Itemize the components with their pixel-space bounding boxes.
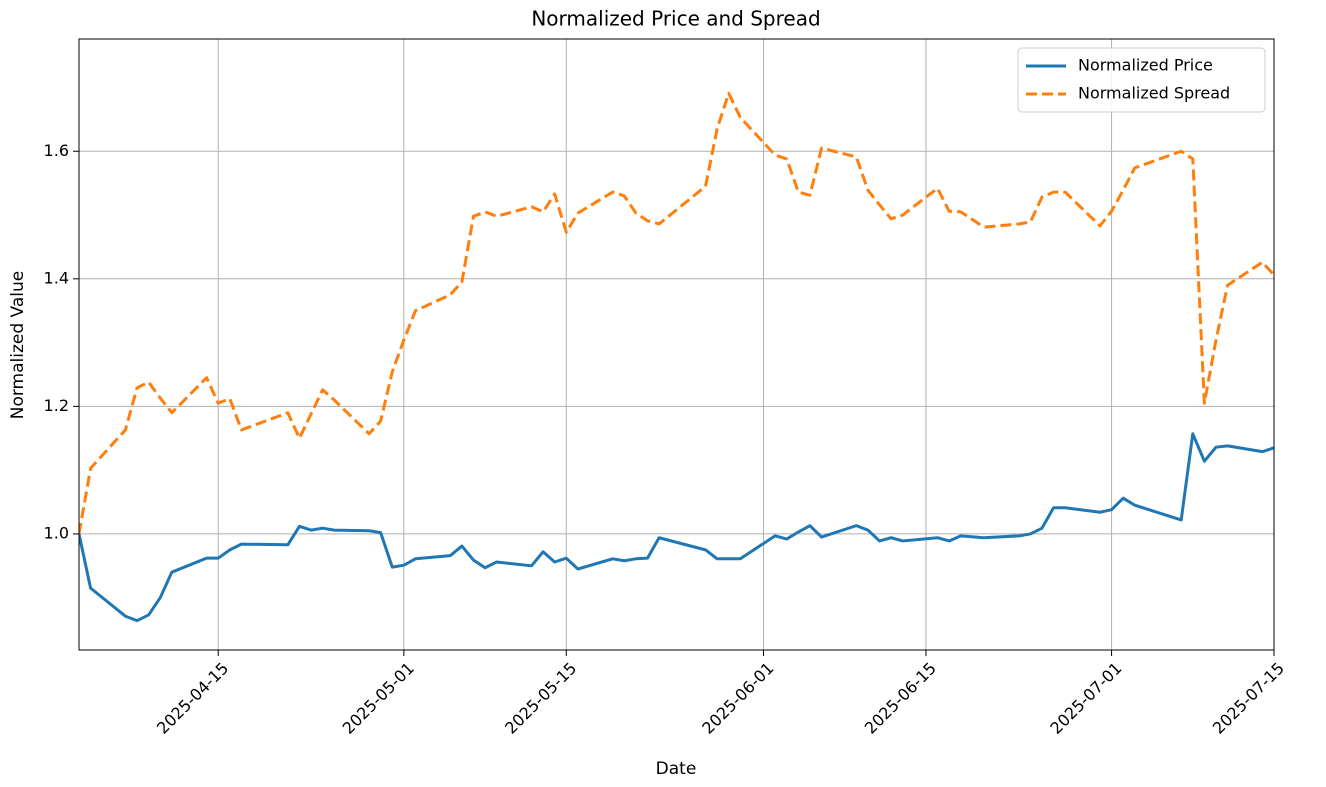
y-tick-label: 1.2 [44,396,69,415]
legend: Normalized Price Normalized Spread [1017,47,1266,113]
legend-label: Normalized Price [1078,56,1213,75]
legend-label: Normalized Spread [1078,84,1230,103]
series-line [79,432,1274,623]
x-axis-label: Date [656,759,697,779]
y-axis-label: Normalized Value [8,271,28,420]
y-tick-label: 1.6 [44,141,69,160]
lines [79,91,1274,623]
y-tick-label: 1.0 [44,523,69,542]
plot-frame [78,38,1275,651]
series-line [79,91,1274,535]
chart-title: Normalized Price and Spread [531,7,820,31]
legend-box [1017,47,1266,113]
y-tick-label: 1.4 [44,268,69,287]
